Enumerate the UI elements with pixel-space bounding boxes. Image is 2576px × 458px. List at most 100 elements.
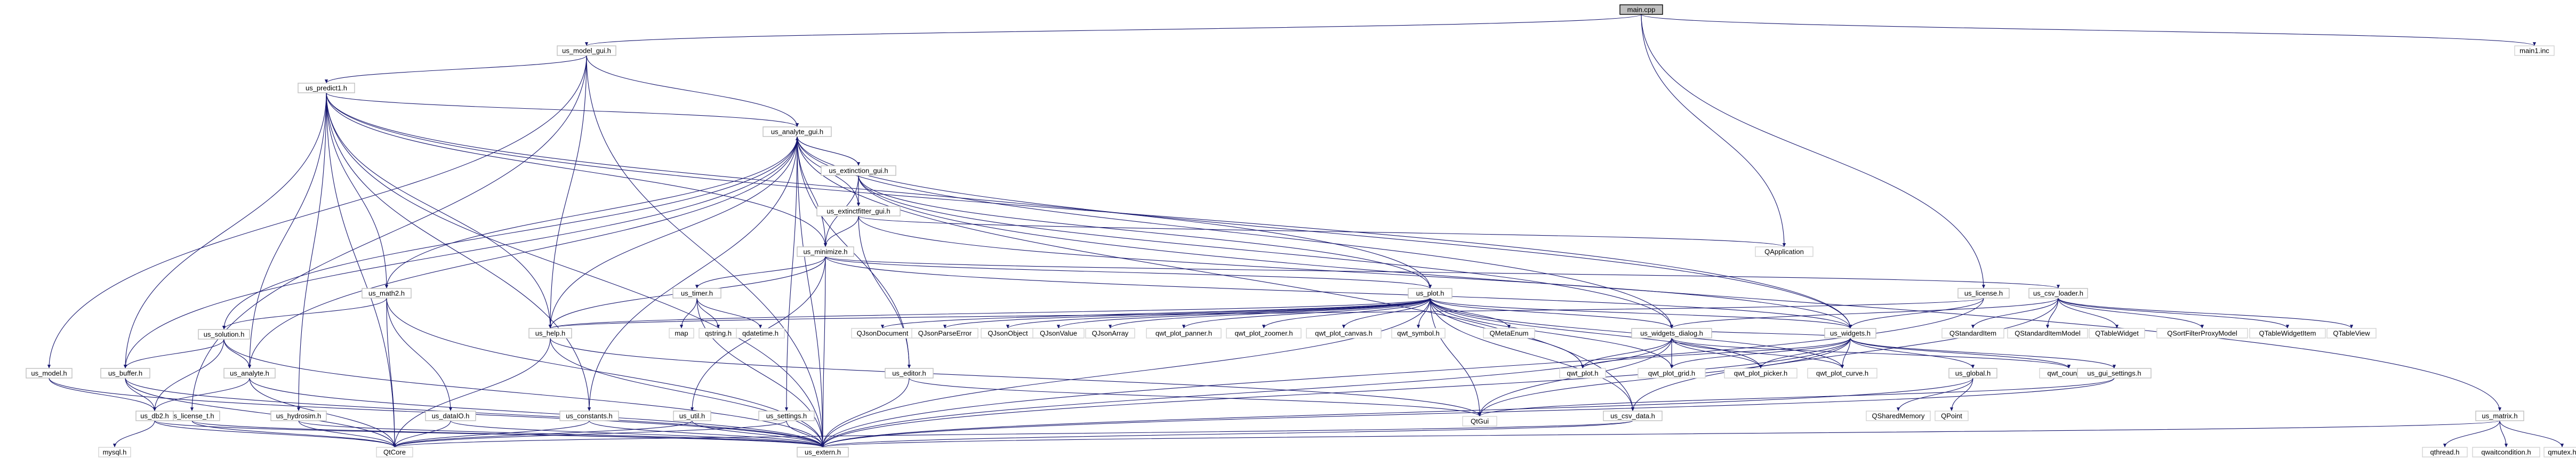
node-us-constants[interactable]: us_constants.h: [559, 411, 619, 421]
node-box: [2089, 328, 2145, 339]
node-qjsonobject[interactable]: QJsonObject: [981, 328, 1035, 339]
node-label: us_gui_settings.h: [2087, 369, 2141, 377]
node-us-gui-settings[interactable]: us_gui_settings.h: [2077, 368, 2152, 379]
node-qwt-plot-grid[interactable]: qwt_plot_grid.h: [1638, 368, 1706, 379]
node-qwt-plot-panner[interactable]: qwt_plot_panner.h: [1146, 328, 1222, 339]
node-us-solution[interactable]: us_solution.h: [198, 329, 250, 340]
node-qmetaenum[interactable]: QMetaEnum: [1483, 328, 1535, 339]
edge-us_analyte_gui-to-us_solution: [222, 136, 798, 330]
node-qjsonparseerror[interactable]: QJsonParseError: [911, 328, 978, 339]
node-us-help[interactable]: us_help.h: [528, 328, 572, 339]
edge-us_matrix-to-qthread: [2443, 420, 2500, 448]
node-qjsonarray[interactable]: QJsonArray: [1085, 328, 1135, 339]
node-box: [797, 447, 849, 457]
node-qtgui[interactable]: QtGui: [1462, 416, 1497, 427]
node-us-hydrosim[interactable]: us_hydrosim.h: [270, 411, 327, 421]
node-us-buffer[interactable]: us_buffer.h: [100, 368, 150, 379]
node-box: [736, 328, 785, 339]
node-qapplication[interactable]: QApplication: [1755, 246, 1813, 257]
edge-us_help-to-us_extern: [550, 338, 825, 448]
node-us-global[interactable]: us_global.h: [1948, 368, 1997, 379]
node-mysql[interactable]: mysql.h: [98, 447, 131, 457]
node-us-math2[interactable]: us_math2.h: [362, 288, 412, 299]
node-us-widgets-dialog[interactable]: us_widgets_dialog.h: [1631, 328, 1712, 339]
node-qwt-symbol[interactable]: qwt_symbol.h: [1391, 328, 1446, 339]
node-qtablewidgetitem[interactable]: QTableWidgetItem: [2249, 328, 2326, 339]
node-main1-inc[interactable]: main1.inc: [2514, 45, 2555, 56]
node-us-analyte[interactable]: us_analyte.h: [223, 368, 276, 379]
node-qsharedmemory[interactable]: QSharedMemory: [1866, 411, 1931, 421]
node-us-dataio[interactable]: us_dataIO.h: [425, 411, 476, 421]
node-us-license[interactable]: us_license.h: [1957, 288, 2010, 299]
node-label: qthread.h: [2430, 448, 2460, 456]
node-qstandarditemmodel[interactable]: QStandardItemModel: [2007, 328, 2088, 339]
edge-us_csv_loader-to-qtablewidget: [2058, 298, 2119, 329]
node-qstandarditem[interactable]: QStandardItem: [1941, 328, 2004, 339]
edge-us_matrix-to-us_extern: [821, 420, 2500, 448]
node-box: [270, 411, 327, 421]
node-us-extinctfitter-gui[interactable]: us_extinctfitter_gui.h: [816, 206, 901, 216]
node-us-matrix[interactable]: us_matrix.h: [2475, 411, 2524, 421]
edge-us_analyte_gui-to-us_constants: [587, 136, 798, 412]
node-us-plot[interactable]: us_plot.h: [1408, 288, 1452, 299]
edge-us_widgets-to-us_global: [1850, 338, 1975, 369]
node-qwaitcondition[interactable]: qwaitcondition.h: [2472, 447, 2540, 457]
edge-us_analyte_gui-to-us_analyte: [247, 136, 798, 369]
node-qdatetime[interactable]: qdatetime.h: [736, 328, 785, 339]
edge-us_predict1-to-us_math2: [326, 92, 389, 289]
node-qwt-plot-curve[interactable]: qwt_plot_curve.h: [1807, 368, 1877, 379]
node-us-editor[interactable]: us_editor.h: [885, 368, 934, 379]
node-qstring[interactable]: qstring.h: [699, 328, 738, 339]
node-main-cpp[interactable]: main.cpp: [1619, 4, 1663, 15]
edge-us_help-to-qtgui: [550, 338, 1481, 417]
node-qwt-plot-picker[interactable]: qwt_plot_picker.h: [1724, 368, 1797, 379]
node-map[interactable]: map: [669, 328, 694, 339]
node-qtcore[interactable]: QtCore: [376, 447, 413, 457]
node-label: us_dataIO.h: [432, 412, 470, 420]
node-label: us_timer.h: [681, 290, 713, 298]
node-label: us_settings.h: [766, 412, 807, 420]
node-us-settings[interactable]: us_settings.h: [758, 411, 815, 421]
node-us-extinction-gui[interactable]: us_extinction_gui.h: [821, 165, 896, 176]
node-us-util[interactable]: us_util.h: [673, 411, 711, 421]
node-label: QJsonValue: [1040, 330, 1077, 338]
edge-us_model_gui-to-us_predict1: [325, 55, 587, 84]
node-qjsondocument[interactable]: QJsonDocument: [851, 328, 914, 339]
node-qtableview[interactable]: QTableView: [2326, 328, 2377, 339]
edge-us_widgets-to-qwt_plot_picker: [1759, 338, 1851, 369]
node-us-timer[interactable]: us_timer.h: [672, 288, 721, 299]
node-us-csv-loader[interactable]: us_csv_loader.h: [2028, 288, 2088, 299]
node-qwt-plot-canvas[interactable]: qwt_plot_canvas.h: [1306, 328, 1382, 339]
node-label: main.cpp: [1627, 6, 1656, 14]
node-us-analyte-gui[interactable]: us_analyte_gui.h: [763, 126, 832, 137]
node-qjsonvalue[interactable]: QJsonValue: [1032, 328, 1085, 339]
node-us-extern[interactable]: us_extern.h: [797, 447, 849, 457]
node-qthread[interactable]: qthread.h: [2422, 447, 2468, 457]
edge-us_minimize-to-us_extern: [821, 256, 826, 448]
node-qmutex[interactable]: qmutex.h: [2543, 447, 2576, 457]
node-box: [1866, 411, 1931, 421]
edge-us_predict1-to-us_extern: [326, 92, 825, 448]
node-qwt-plot-zoomer[interactable]: qwt_plot_zoomer.h: [1226, 328, 1302, 339]
node-us-license-t[interactable]: us_license_t.h: [164, 411, 220, 421]
edge-us_predict1-to-us_hydrosim: [296, 92, 327, 412]
node-us-db2[interactable]: us_db2.h: [135, 411, 174, 421]
node-us-predict1[interactable]: us_predict1.h: [298, 83, 355, 93]
node-us-widgets[interactable]: us_widgets.h: [1824, 328, 1876, 339]
edge-us_plot-to-us_help: [549, 298, 1431, 329]
node-box: [1226, 328, 1302, 339]
node-us-model[interactable]: us_model.h: [26, 368, 73, 379]
node-box: [1631, 328, 1712, 339]
node-us-minimize[interactable]: us_minimize.h: [797, 246, 854, 257]
node-box: [1032, 328, 1085, 339]
node-box: [2077, 368, 2152, 379]
node-us-csv-data[interactable]: us_csv_data.h: [1603, 411, 1663, 421]
node-us-model-gui[interactable]: us_model_gui.h: [557, 45, 616, 56]
edge-us_minimize-to-us_timer: [695, 256, 826, 289]
node-box: [376, 447, 413, 457]
node-qwt-plot[interactable]: qwt_plot.h: [1559, 368, 1606, 379]
node-qpoint[interactable]: QPoint: [1935, 411, 1969, 421]
node-qtablewidget[interactable]: QTableWidget: [2089, 328, 2145, 339]
node-qsortfilterproxymodel[interactable]: QSortFilterProxyModel: [2156, 328, 2248, 339]
node-box: [911, 328, 978, 339]
